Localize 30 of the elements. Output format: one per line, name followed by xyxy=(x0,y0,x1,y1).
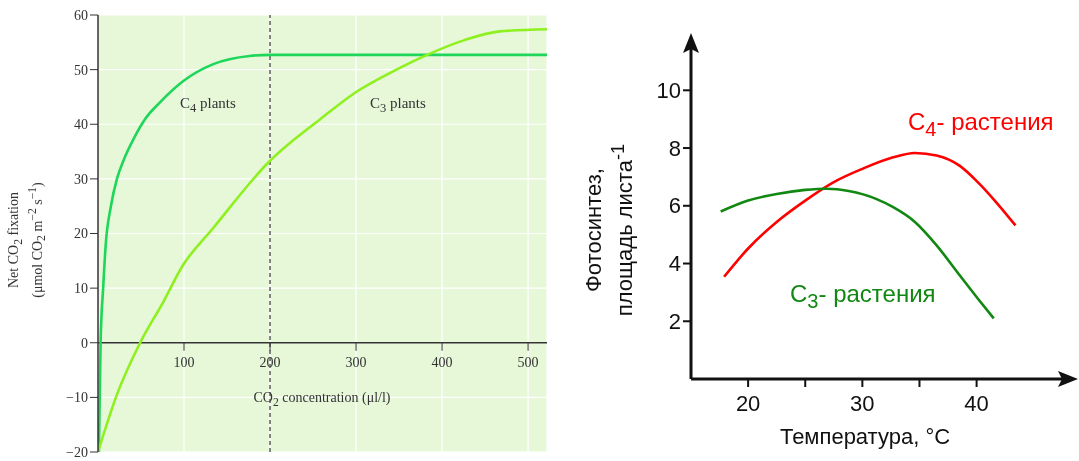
y-tick-label: −20 xyxy=(66,444,88,460)
y-tick-label: 50 xyxy=(74,62,88,78)
x-tick-label: 40 xyxy=(964,391,989,416)
y-tick-label: 6 xyxy=(668,193,681,219)
line-series xyxy=(722,151,1017,279)
line-series xyxy=(719,187,996,320)
x-tick-label: 200 xyxy=(259,354,281,370)
y-tick-label: 8 xyxy=(668,135,681,161)
y-tick-label: 0 xyxy=(81,335,88,351)
series-label: C$_{4}$ plants xyxy=(180,95,236,116)
series-label: C$_{3}$ plants xyxy=(370,95,426,116)
x-axis-title: CO$_{2}$ concentration (μl/l) xyxy=(252,390,392,409)
series-label: C$_{3}$- растения xyxy=(790,280,936,313)
y-tick-label: 10 xyxy=(74,281,88,297)
y-tick-label: 60 xyxy=(74,7,88,23)
y-tick-label: 20 xyxy=(74,226,88,242)
y-tick-label: 4 xyxy=(668,251,681,277)
y-tick-label: 30 xyxy=(74,171,88,187)
y-tick-label: 40 xyxy=(74,117,88,133)
x-tick-label: 300 xyxy=(345,354,367,370)
x-tick-label: 30 xyxy=(850,391,875,416)
x-tick-label: 100 xyxy=(173,354,195,370)
x-axis-title: Температура, °C xyxy=(778,424,952,450)
series-label: C$_{4}$- растения xyxy=(908,108,1054,141)
y-tick-label: 2 xyxy=(668,308,681,334)
x-tick-label: 400 xyxy=(431,354,453,370)
x-tick-label: 500 xyxy=(517,354,539,370)
y-tick-label: 10 xyxy=(656,78,681,103)
y-tick-label: −10 xyxy=(66,390,88,406)
x-tick-label: 20 xyxy=(735,391,761,416)
